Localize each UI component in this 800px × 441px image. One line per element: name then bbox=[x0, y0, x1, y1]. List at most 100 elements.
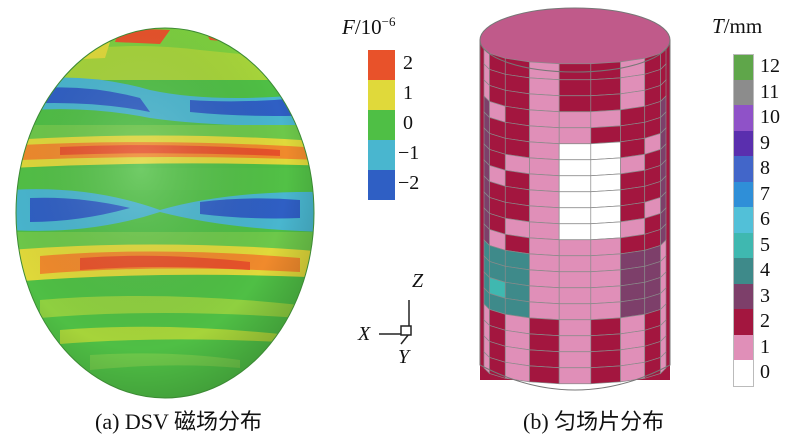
field-tick: 1 bbox=[403, 82, 413, 104]
shim-cell bbox=[590, 93, 621, 113]
thickness-swatch bbox=[733, 207, 754, 233]
shim-cell bbox=[558, 175, 592, 193]
shim-cell bbox=[558, 287, 592, 305]
thickness-tick: 12 bbox=[760, 55, 780, 77]
shim-cell bbox=[558, 319, 592, 337]
legend-exponent: −6 bbox=[381, 14, 396, 29]
thickness-swatch bbox=[733, 130, 754, 156]
thickness-swatch bbox=[733, 232, 754, 258]
thickness-swatch bbox=[733, 105, 754, 131]
shim-cell bbox=[529, 301, 560, 321]
shim-cell bbox=[558, 271, 592, 289]
shim-cell bbox=[529, 365, 560, 385]
field-legend-title: F/10−6 bbox=[342, 14, 396, 40]
shim-cell bbox=[529, 333, 560, 353]
thickness-swatch bbox=[733, 283, 754, 309]
shim-cell bbox=[558, 207, 592, 225]
thickness-tick: 5 bbox=[760, 233, 770, 256]
shim-cell bbox=[529, 157, 560, 177]
thickness-swatch bbox=[733, 181, 754, 207]
shim-cell bbox=[558, 223, 592, 241]
thickness-swatch bbox=[733, 156, 754, 182]
shim-cell bbox=[529, 237, 560, 257]
thickness-tick: 3 bbox=[760, 284, 770, 307]
shim-cell bbox=[529, 349, 560, 369]
shim-cell bbox=[558, 191, 592, 209]
dsv-ellipsoid bbox=[16, 28, 314, 398]
thickness-swatch bbox=[733, 54, 754, 81]
shim-cell bbox=[590, 301, 621, 321]
thickness-swatch bbox=[733, 334, 754, 360]
colorbar-swatch-neg2 bbox=[368, 170, 395, 200]
thickness-tick: 7 bbox=[760, 182, 770, 205]
shim-cell bbox=[504, 361, 530, 383]
caption-b: (b) 匀场片分布 bbox=[523, 409, 665, 434]
shim-cell bbox=[590, 205, 621, 225]
legend-symbol: F bbox=[342, 15, 355, 39]
shim-cell bbox=[558, 367, 592, 385]
shim-cell bbox=[620, 361, 646, 383]
thickness-tick: 11 bbox=[760, 80, 780, 103]
shim-cell bbox=[529, 125, 560, 145]
shim-cell bbox=[558, 239, 592, 257]
shim-cell bbox=[590, 221, 621, 241]
shim-cell bbox=[558, 95, 592, 113]
thickness-swatch bbox=[733, 360, 754, 387]
thickness-tick: 9 bbox=[760, 131, 770, 154]
shim-cell bbox=[590, 109, 621, 129]
shim-cell bbox=[590, 141, 621, 161]
thickness-tick: 6 bbox=[760, 208, 770, 230]
shim-cell bbox=[590, 285, 621, 305]
shim-cell bbox=[590, 173, 621, 193]
shim-cell bbox=[558, 127, 592, 145]
thickness-swatch bbox=[733, 79, 754, 105]
shim-cell bbox=[529, 173, 560, 193]
thickness-swatch bbox=[733, 258, 754, 284]
shim-cell bbox=[590, 189, 621, 209]
shim-cell bbox=[529, 253, 560, 273]
axis-y-label: Y bbox=[398, 346, 410, 368]
legend-unit: /10 bbox=[354, 15, 382, 39]
shim-cell bbox=[529, 93, 560, 113]
shim-cell bbox=[529, 221, 560, 241]
axis-triad bbox=[379, 300, 412, 345]
colorbar-swatch-1 bbox=[368, 80, 395, 110]
shim-cell bbox=[558, 143, 592, 161]
shim-cell bbox=[529, 285, 560, 305]
shim-cell bbox=[529, 109, 560, 129]
shim-cell bbox=[529, 77, 560, 97]
shim-cell bbox=[529, 205, 560, 225]
colorbar-swatch-0 bbox=[368, 110, 395, 140]
shim-cell bbox=[558, 159, 592, 177]
thickness-legend-title: T/mm bbox=[712, 14, 762, 39]
legend-symbol: T bbox=[712, 14, 724, 38]
thickness-tick: 1 bbox=[760, 335, 770, 358]
shim-cylinder bbox=[479, 7, 671, 391]
shim-cell bbox=[590, 349, 621, 369]
field-tick: 0 bbox=[403, 112, 413, 134]
shim-cell bbox=[529, 189, 560, 209]
caption-a: (a) DSV 磁场分布 bbox=[95, 409, 263, 434]
field-tick: −1 bbox=[398, 142, 420, 164]
thickness-tick: 4 bbox=[760, 259, 770, 281]
shim-cell bbox=[590, 157, 621, 177]
colorbar-swatch-neg1 bbox=[368, 140, 395, 170]
axis-z-label: Z bbox=[412, 270, 424, 292]
shim-cell bbox=[558, 79, 592, 97]
shim-cell bbox=[558, 111, 592, 129]
shim-cell bbox=[590, 317, 621, 337]
shim-cell bbox=[558, 335, 592, 353]
shim-cell bbox=[558, 303, 592, 321]
colorbar-swatch-2 bbox=[368, 50, 395, 80]
thickness-swatch bbox=[733, 309, 754, 335]
thickness-tick: 8 bbox=[760, 157, 770, 179]
shim-cell bbox=[590, 237, 621, 257]
shim-cell bbox=[590, 253, 621, 273]
thickness-tick: 10 bbox=[760, 106, 780, 128]
shim-cell bbox=[558, 351, 592, 369]
field-tick: −2 bbox=[398, 172, 420, 194]
thickness-tick: 0 bbox=[760, 361, 770, 383]
shim-cell bbox=[529, 141, 560, 161]
